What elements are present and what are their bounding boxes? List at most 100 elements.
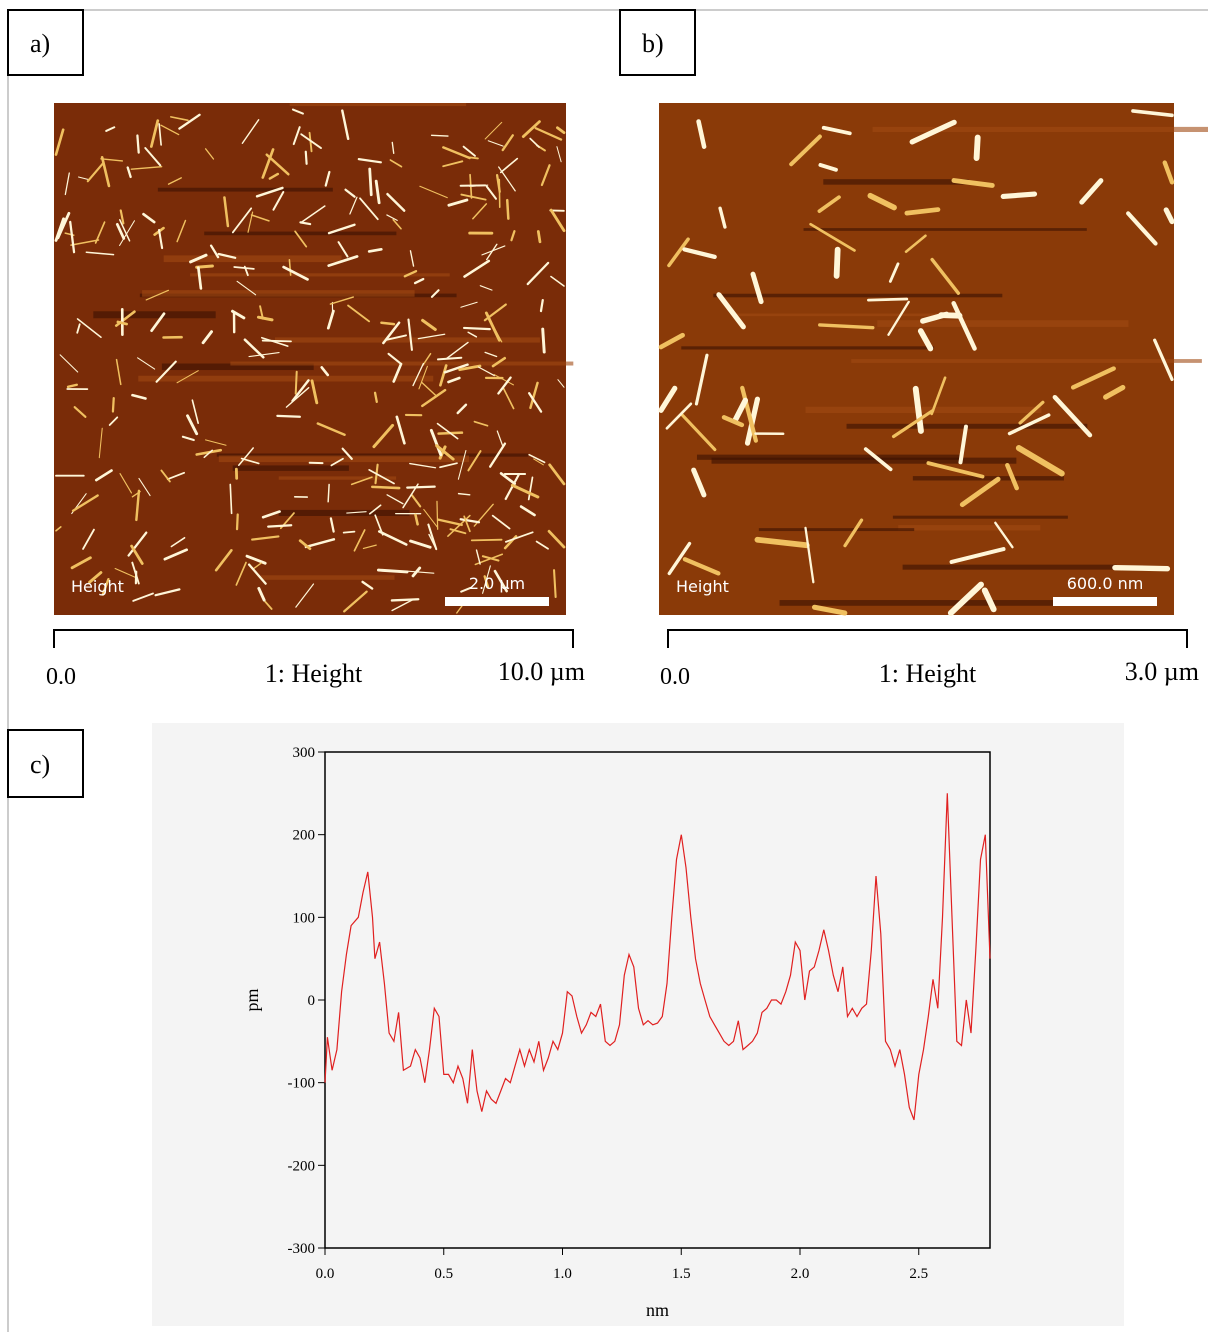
fiber [170,116,189,122]
fiber [463,259,491,278]
fiber [502,387,515,410]
fiber [556,126,566,135]
fiber [521,120,541,138]
fiber [475,549,481,565]
fiber [382,321,401,345]
x-tick-label: 2.5 [909,1266,928,1282]
fiber [460,301,478,308]
y-tick-label: 300 [293,745,316,761]
fiber [550,275,565,287]
fiber [1007,413,1051,436]
fiber [1126,211,1158,246]
colorbar-bracket [53,629,574,648]
streak [758,528,915,532]
fiber [557,379,565,388]
fiber [529,381,539,410]
fiber [486,243,498,261]
fiber [138,477,151,497]
fiber [436,356,463,361]
fiber [71,494,99,512]
fiber [377,530,408,546]
fiber [201,330,213,345]
fiber [527,392,543,413]
fiber [132,592,154,602]
x-tick-label: 0.0 [316,1266,335,1282]
fiber [958,424,968,465]
streak [216,453,529,457]
fiber [947,581,984,616]
fiber [863,447,893,472]
fiber [257,586,266,602]
fiber [372,423,395,449]
colorbar-bracket [667,629,1188,648]
fiber [484,121,503,140]
fiber [439,364,448,387]
afm-image: Height 2.0 µm [54,103,574,615]
fiber [811,604,848,616]
fiber [308,131,313,153]
colorbar-title: 1: Height [265,659,363,688]
fiber [665,402,693,430]
fiber [324,170,331,187]
fiber [460,586,472,593]
fiber [191,399,199,424]
fiber [362,544,377,550]
fiber [418,365,428,390]
fiber [462,326,491,331]
fiber [70,239,100,246]
fiber [347,304,371,323]
fiber [264,600,273,610]
fiber [1131,109,1174,118]
fiber [527,476,534,501]
fiber [115,358,122,386]
fiber [170,536,186,548]
fiber [938,312,963,319]
fiber [491,514,511,530]
fiber [214,549,233,572]
fiber [300,205,326,224]
fiber [481,245,506,256]
fiber [374,179,381,205]
streak [902,564,1117,570]
fiber [817,195,841,213]
fiber [56,211,71,240]
fiber [443,363,469,374]
fiber [740,385,759,443]
fiber [821,125,852,136]
fiber [409,462,437,469]
fiber [76,318,102,338]
fiber [291,379,310,403]
fiber [294,370,298,395]
fiber [342,530,356,534]
fiber [445,341,469,360]
fiber [951,301,977,351]
fiber [330,457,344,467]
y-axis-label: pm [242,988,262,1011]
fiber [526,261,550,286]
fiber [343,590,368,613]
fiber [130,166,163,170]
streak [278,476,397,480]
fiber [373,391,378,404]
streak [711,457,1017,464]
fiber [1103,384,1126,400]
fiber [888,262,900,283]
fiber [485,185,497,200]
fiber [457,450,467,480]
fiber [422,352,432,367]
fiber [413,277,425,285]
fiber [981,587,997,613]
fiber [247,563,267,585]
fiber [295,583,315,608]
fiber [64,172,70,196]
fiber [809,222,856,252]
fiber [973,134,981,161]
fiber [310,379,319,405]
fiber [658,385,678,413]
fiber [456,403,468,415]
fiber [430,289,440,298]
fiber [994,521,1014,549]
fiber [1015,445,1065,477]
colorbar-min: 0.0 [46,664,76,690]
fiber [473,420,489,427]
